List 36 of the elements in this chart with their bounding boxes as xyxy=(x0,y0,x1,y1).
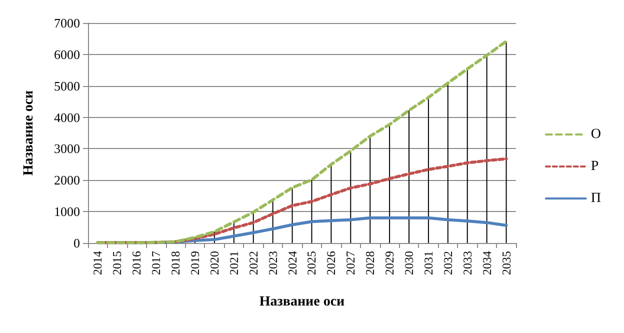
x-tick-label: 2027 xyxy=(344,251,358,275)
y-tick-label: 2000 xyxy=(54,172,80,188)
y-axis-title: Название оси xyxy=(22,90,36,176)
x-tick-label: 2015 xyxy=(110,251,124,275)
x-tick-label: 2026 xyxy=(324,251,338,275)
x-tick-label: 2023 xyxy=(266,251,280,275)
line-series xyxy=(96,40,508,244)
legend-label: Р xyxy=(590,159,599,174)
x-tick-label: 2032 xyxy=(440,251,455,275)
x-tick-label: 2014 xyxy=(90,251,105,275)
y-tick-label: 7000 xyxy=(54,16,80,30)
x-tick-label: 2025 xyxy=(304,251,319,275)
x-tick-label: 2018 xyxy=(168,251,183,275)
x-tick-label: 2016 xyxy=(130,251,144,275)
x-tick-label: 2020 xyxy=(207,251,222,275)
y-tick-label: 3000 xyxy=(54,141,80,156)
x-tick-label: 2029 xyxy=(382,251,397,275)
y-tick-label: 6000 xyxy=(54,46,80,62)
x-tick-label: 2019 xyxy=(188,251,202,275)
x-tick-label: 2030 xyxy=(402,251,416,275)
x-tick-label: 2028 xyxy=(363,251,378,275)
legend-label: О xyxy=(590,127,602,142)
x-tick-label: 2034 xyxy=(480,251,494,275)
y-tick-label: 1000 xyxy=(54,204,80,220)
x-tick-label: 2017 xyxy=(149,251,164,275)
legend-label: П xyxy=(590,191,602,206)
x-axis-title: Название оси xyxy=(259,294,345,310)
x-tick-label: 2033 xyxy=(460,251,474,275)
x-tick-label: 2024 xyxy=(285,251,300,275)
x-tick-label: 2021 xyxy=(226,251,241,275)
x-tick-label: 2031 xyxy=(421,251,436,275)
x-tick-label: 2035 xyxy=(499,251,514,275)
x-tick-label: 2022 xyxy=(246,251,260,275)
y-tick-label: 4000 xyxy=(54,110,80,125)
y-tick-label: 5000 xyxy=(54,78,80,94)
y-tick-label: 0 xyxy=(74,236,80,250)
